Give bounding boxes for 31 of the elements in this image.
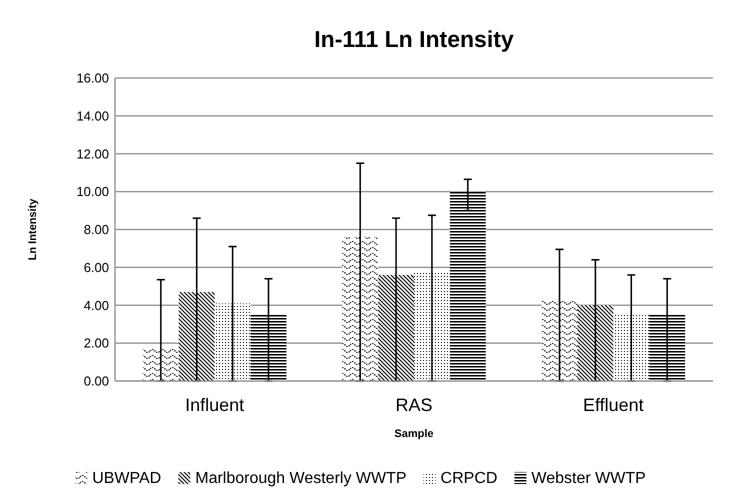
x-tick-label: Influent — [185, 395, 244, 415]
y-tick-label: 16.00 — [76, 70, 109, 86]
legend-label: UBWPAD — [92, 470, 162, 487]
y-tick-label: 14.00 — [76, 108, 109, 124]
y-tick-label: 6.00 — [84, 260, 109, 275]
bar — [577, 305, 614, 381]
y-tick-label: 0.00 — [84, 374, 109, 389]
bar — [142, 348, 179, 381]
x-axis-title: Sample — [394, 428, 434, 440]
y-tick-label: 10.00 — [76, 184, 109, 200]
bar — [542, 300, 578, 381]
bar — [342, 237, 378, 381]
bar — [250, 314, 286, 381]
bar — [613, 314, 650, 381]
x-tick-label: RAS — [395, 395, 433, 415]
y-axis-title: Ln Intensity — [27, 198, 39, 260]
bar — [178, 292, 215, 381]
y-tick-label: 8.00 — [84, 222, 109, 238]
y-tick-label: 12.00 — [76, 146, 109, 162]
chart-title: In-111 Ln Intensity — [314, 26, 514, 52]
bar — [214, 303, 251, 381]
bar — [414, 271, 450, 381]
y-tick-label: 2.00 — [84, 336, 109, 351]
bar — [649, 314, 686, 381]
legend-label: CRPCD — [440, 470, 498, 487]
x-tick-label: Effluent — [582, 395, 644, 415]
y-tick-label: 4.00 — [84, 298, 109, 313]
bar — [450, 192, 486, 381]
legend-label: Marlborough Westerly WWTP — [195, 470, 407, 487]
legend-label: Webster WWTP — [531, 470, 646, 487]
bar — [378, 274, 414, 381]
